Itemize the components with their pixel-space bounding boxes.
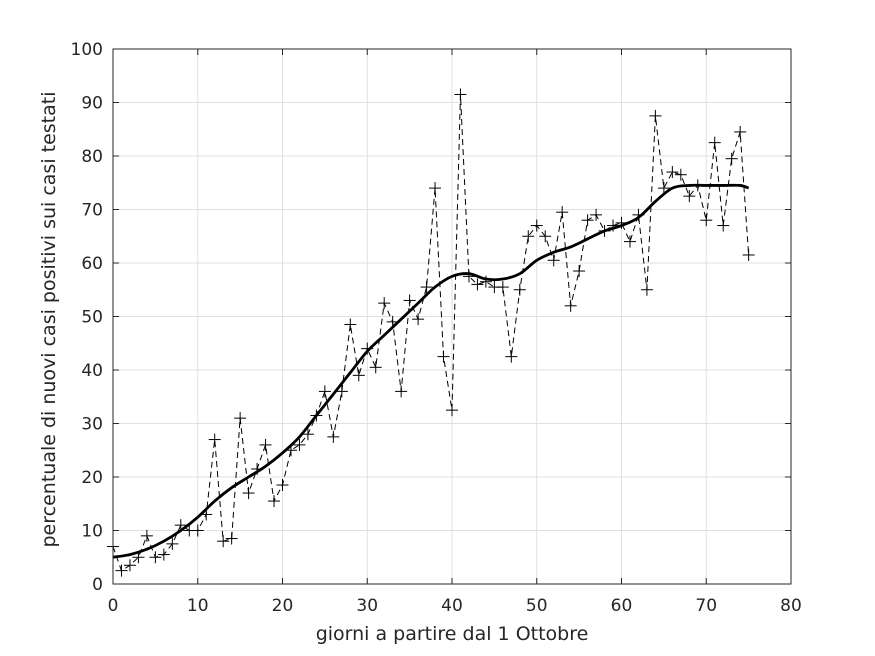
y-tick-label: 100 <box>71 40 103 60</box>
data-point-marker <box>191 524 204 537</box>
data-point-marker <box>657 182 670 195</box>
data-point-marker <box>140 529 153 542</box>
data-point-marker <box>700 214 713 227</box>
data-point-marker <box>640 283 653 296</box>
axis-ticks: 0 10 20 30 40 50 60 70 80 0 10 20 30 40 50 60 70 80 90 100 <box>71 40 802 616</box>
y-axis-label: percentuale di nuovi casi positivi sui c… <box>38 92 60 548</box>
data-point-marker <box>293 438 306 451</box>
data-point-marker <box>225 532 238 545</box>
data-point-marker <box>725 152 738 165</box>
x-tick-label: 80 <box>780 596 802 616</box>
data-point-marker <box>344 318 357 331</box>
data-point-marker <box>403 294 416 307</box>
data-point-marker <box>556 206 569 219</box>
data-point-marker <box>496 281 509 294</box>
data-point-marker <box>590 208 603 221</box>
y-tick-label: 60 <box>81 254 103 274</box>
y-tick-label: 80 <box>81 147 103 167</box>
data-point-marker <box>581 214 594 227</box>
y-tick-label: 0 <box>92 575 103 595</box>
x-tick-label: 30 <box>356 596 378 616</box>
data-point-marker <box>123 559 136 572</box>
data-point-marker <box>208 433 221 446</box>
data-point-marker <box>115 564 128 577</box>
y-tick-label: 30 <box>81 415 103 435</box>
data-point-marker <box>530 219 543 232</box>
y-tick-label: 40 <box>81 361 103 381</box>
x-tick-label: 0 <box>108 596 119 616</box>
x-tick-label: 60 <box>611 596 633 616</box>
data-point-marker <box>666 166 679 179</box>
y-tick-label: 10 <box>81 522 103 542</box>
data-point-marker <box>454 88 467 101</box>
x-tick-label: 70 <box>695 596 717 616</box>
data-point-marker <box>717 219 730 232</box>
data-point-marker <box>157 548 170 561</box>
data-point-marker <box>301 428 314 441</box>
data-point-marker <box>217 535 230 548</box>
y-tick-label: 20 <box>81 468 103 488</box>
data-point-marker <box>429 182 442 195</box>
data-point-marker <box>268 495 281 508</box>
series-daily-line <box>112 94 750 572</box>
data-point-marker <box>327 430 340 443</box>
grid-lines <box>112 48 792 585</box>
data-point-marker <box>242 487 255 500</box>
data-point-marker <box>166 537 179 550</box>
series-layer <box>107 88 755 577</box>
x-tick-label: 20 <box>272 596 294 616</box>
data-point-marker <box>683 190 696 203</box>
data-point-marker <box>564 299 577 312</box>
data-point-marker <box>649 109 662 122</box>
x-tick-label: 50 <box>526 596 548 616</box>
data-point-marker <box>234 412 247 425</box>
data-point-marker <box>412 313 425 326</box>
data-point-marker <box>437 350 450 363</box>
data-point-marker <box>420 281 433 294</box>
data-point-marker <box>259 438 272 451</box>
data-point-marker <box>395 385 408 398</box>
data-point-marker <box>446 404 458 417</box>
data-point-marker <box>674 168 687 181</box>
data-point-marker <box>378 297 391 310</box>
data-point-marker <box>369 361 382 374</box>
y-tick-label: 90 <box>81 94 103 114</box>
x-tick-label: 40 <box>441 596 463 616</box>
data-point-marker <box>352 369 365 382</box>
data-point-marker <box>335 385 348 398</box>
data-point-marker <box>539 230 552 243</box>
data-point-marker <box>623 235 636 248</box>
data-point-marker <box>734 125 747 138</box>
x-axis-label: giorni a partire dal 1 Ottobre <box>316 623 589 645</box>
data-point-marker <box>505 350 518 363</box>
data-point-marker <box>708 136 721 149</box>
data-point-marker <box>573 265 586 278</box>
y-tick-label: 70 <box>81 201 103 221</box>
data-point-marker <box>471 278 484 291</box>
x-tick-label: 10 <box>187 596 209 616</box>
data-point-marker <box>149 551 162 564</box>
data-point-marker <box>318 385 331 398</box>
data-point-marker <box>547 254 560 267</box>
data-point-marker <box>276 479 289 492</box>
series-trend-line <box>112 183 750 559</box>
y-tick-label: 50 <box>81 308 103 328</box>
data-point-marker <box>742 248 755 261</box>
data-point-marker <box>522 230 535 243</box>
data-point-marker <box>513 283 526 296</box>
